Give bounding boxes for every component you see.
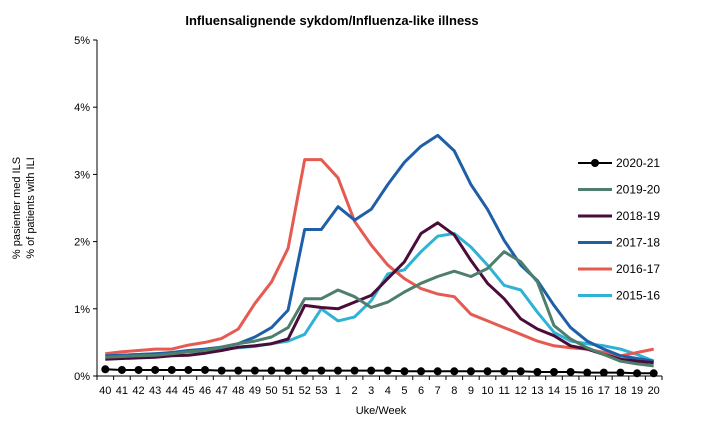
series-point-2020-21 bbox=[516, 367, 525, 376]
series-point-2020-21 bbox=[417, 367, 426, 376]
x-tick-label: 50 bbox=[265, 385, 277, 397]
series-point-2020-21 bbox=[284, 366, 293, 375]
series-point-2020-21 bbox=[234, 366, 243, 375]
series-point-2020-21 bbox=[599, 368, 608, 377]
x-ticks: 40 41 42 43 44 45 46 47 48 49 50 51 52 53 1 2 3 4 5 6 7 8 9 10 1… bbox=[96, 376, 663, 397]
x-tick-label: 14 bbox=[548, 385, 560, 397]
x-tick-label: 45 bbox=[182, 385, 194, 397]
x-tick-label: 1 bbox=[335, 385, 341, 397]
series-point-2020-21 bbox=[101, 365, 110, 374]
x-tick-label: 42 bbox=[132, 385, 144, 397]
y-tick-label: 2% bbox=[74, 237, 90, 249]
y-ticks: 0% 1% 2% 3% 4% 5% bbox=[74, 35, 97, 383]
series-point-2020-21 bbox=[184, 365, 193, 374]
x-tick-label: 49 bbox=[249, 385, 261, 397]
y-axis-title: % pasienter med ILS % of patients with I… bbox=[11, 157, 37, 259]
axes bbox=[96, 40, 662, 377]
y-axis-label-line1: % pasienter med ILS bbox=[11, 157, 23, 259]
series-point-2020-21 bbox=[616, 368, 625, 377]
series-line-2016-17 bbox=[105, 158, 655, 358]
x-tick-label: 15 bbox=[564, 385, 576, 397]
series-point-2020-21 bbox=[566, 367, 575, 376]
x-tick-label: 19 bbox=[631, 385, 643, 397]
x-tick-label: 7 bbox=[435, 385, 441, 397]
y-tick-label: 4% bbox=[74, 102, 90, 114]
x-tick-label: 51 bbox=[282, 385, 294, 397]
series-point-2020-21 bbox=[134, 365, 143, 374]
x-tick-label: 46 bbox=[199, 385, 211, 397]
y-tick-label: 0% bbox=[74, 371, 90, 383]
legend-label: 2016-17 bbox=[616, 262, 660, 276]
series-line-2019-20 bbox=[105, 250, 654, 368]
legend-label: 2018-19 bbox=[616, 209, 660, 223]
series-point-2020-21 bbox=[649, 369, 658, 378]
series-point-2020-21 bbox=[633, 369, 642, 378]
x-tick-label: 41 bbox=[116, 385, 128, 397]
series-point-2020-21 bbox=[583, 368, 592, 377]
y-tick-label: 3% bbox=[74, 169, 90, 181]
series-point-2020-21 bbox=[117, 365, 126, 374]
x-tick-label: 44 bbox=[166, 385, 178, 397]
series-line-2017-18 bbox=[105, 133, 654, 363]
series-line-2015-16 bbox=[105, 232, 655, 363]
x-tick-label: 5 bbox=[401, 385, 407, 397]
x-tick-label: 53 bbox=[315, 385, 327, 397]
legend-label: 2017-18 bbox=[616, 236, 660, 250]
series-point-2020-21 bbox=[533, 367, 542, 376]
x-tick-label: 16 bbox=[581, 385, 593, 397]
series-point-2020-21 bbox=[350, 366, 359, 375]
x-tick-label: 4 bbox=[385, 385, 391, 397]
legend: 2020-21 2019-20 2018-19 2017-18 2016-17 2015-… bbox=[578, 156, 660, 303]
series-point-2020-21 bbox=[383, 366, 392, 375]
series-point-2020-21 bbox=[433, 367, 442, 376]
x-tick-label: 48 bbox=[232, 385, 244, 397]
legend-marker-2020-21 bbox=[591, 159, 599, 167]
x-tick-label: 11 bbox=[498, 385, 509, 397]
x-tick-label: 43 bbox=[149, 385, 161, 397]
series-point-2020-21 bbox=[300, 366, 309, 375]
series-point-2020-21 bbox=[333, 366, 342, 375]
series-point-2020-21 bbox=[367, 366, 376, 375]
x-tick-label: 12 bbox=[515, 385, 527, 397]
x-tick-label: 2 bbox=[352, 385, 358, 397]
series-point-2020-21 bbox=[250, 366, 259, 375]
x-axis-label: Uke/Week bbox=[356, 405, 407, 417]
series-point-2020-21 bbox=[400, 367, 409, 376]
series-point-2020-21 bbox=[483, 367, 492, 376]
y-tick-label: 5% bbox=[74, 35, 90, 47]
x-tick-label: 8 bbox=[451, 385, 457, 397]
series-point-2020-21 bbox=[317, 366, 326, 375]
series-point-2020-21 bbox=[466, 367, 475, 376]
x-tick-label: 18 bbox=[614, 385, 626, 397]
series-point-2020-21 bbox=[201, 365, 210, 374]
x-tick-label: 6 bbox=[418, 385, 424, 397]
x-tick-label: 10 bbox=[481, 385, 493, 397]
series-group bbox=[101, 133, 658, 378]
chart-title: Influensalignende sykdom/Influenza-like … bbox=[185, 13, 478, 28]
series-point-2020-21 bbox=[151, 365, 160, 374]
series-point-2020-21 bbox=[267, 366, 276, 375]
x-tick-label: 40 bbox=[99, 385, 111, 397]
x-tick-label: 47 bbox=[216, 385, 228, 397]
x-tick-label: 3 bbox=[368, 385, 374, 397]
x-tick-label: 9 bbox=[468, 385, 474, 397]
y-tick-label: 1% bbox=[74, 304, 90, 316]
x-tick-label: 13 bbox=[531, 385, 543, 397]
x-tick-label: 20 bbox=[648, 385, 660, 397]
x-tick-label: 52 bbox=[299, 385, 311, 397]
series-point-2020-21 bbox=[500, 367, 509, 376]
series-point-2020-21 bbox=[217, 366, 226, 375]
series-point-2020-21 bbox=[450, 367, 459, 376]
legend-label: 2019-20 bbox=[616, 183, 660, 197]
series-point-2020-21 bbox=[167, 365, 176, 374]
legend-label: 2015-16 bbox=[616, 289, 660, 303]
series-line-2020-21 bbox=[105, 368, 654, 375]
x-tick-label: 17 bbox=[598, 385, 610, 397]
series-point-2020-21 bbox=[549, 367, 558, 376]
legend-label: 2020-21 bbox=[616, 156, 660, 170]
y-axis-label-line2: % of patients with ILI bbox=[25, 157, 37, 259]
series-line-2018-19 bbox=[105, 221, 654, 365]
